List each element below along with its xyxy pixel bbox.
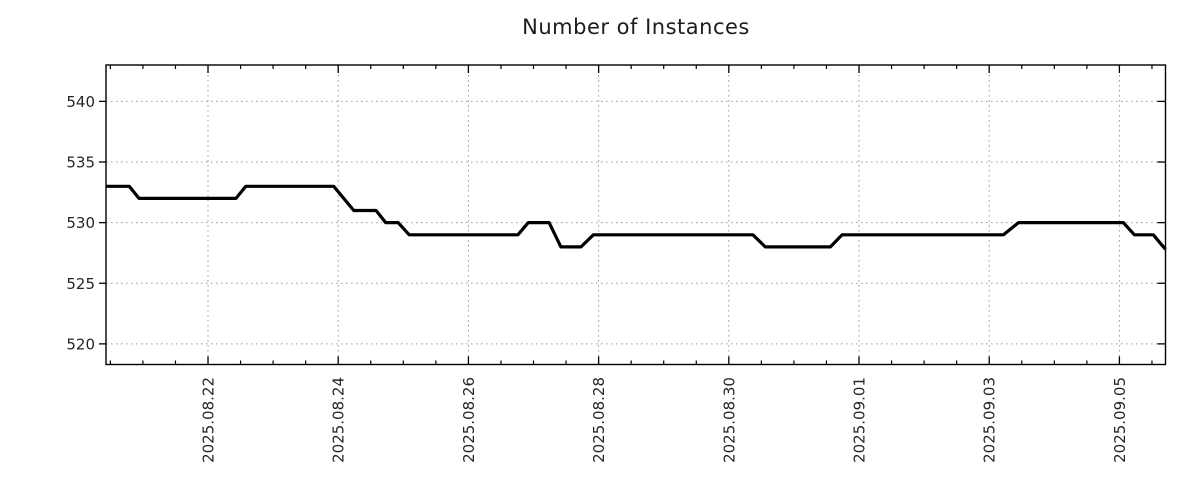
x-tick-label: 2025.09.01 xyxy=(851,377,869,463)
x-tick-label: 2025.08.24 xyxy=(330,377,348,463)
series-line-instances xyxy=(106,184,1167,251)
x-tick-label: 2025.08.22 xyxy=(200,377,218,463)
chart-title: Number of Instances xyxy=(522,15,750,39)
x-tick-label: 2025.08.30 xyxy=(720,377,738,463)
x-tick-label: 2025.09.05 xyxy=(1111,377,1129,463)
y-tick-label: 525 xyxy=(66,275,95,293)
y-tick-label: 520 xyxy=(66,335,95,353)
x-tick-label: 2025.08.28 xyxy=(590,377,608,463)
plot-border xyxy=(105,64,1167,366)
x-tick-label: 2025.08.26 xyxy=(460,377,478,463)
x-tick-label: 2025.09.03 xyxy=(981,377,999,463)
y-tick-label: 535 xyxy=(66,154,95,172)
y-tick-label: 540 xyxy=(66,93,95,111)
y-tick-label: 530 xyxy=(66,214,95,232)
